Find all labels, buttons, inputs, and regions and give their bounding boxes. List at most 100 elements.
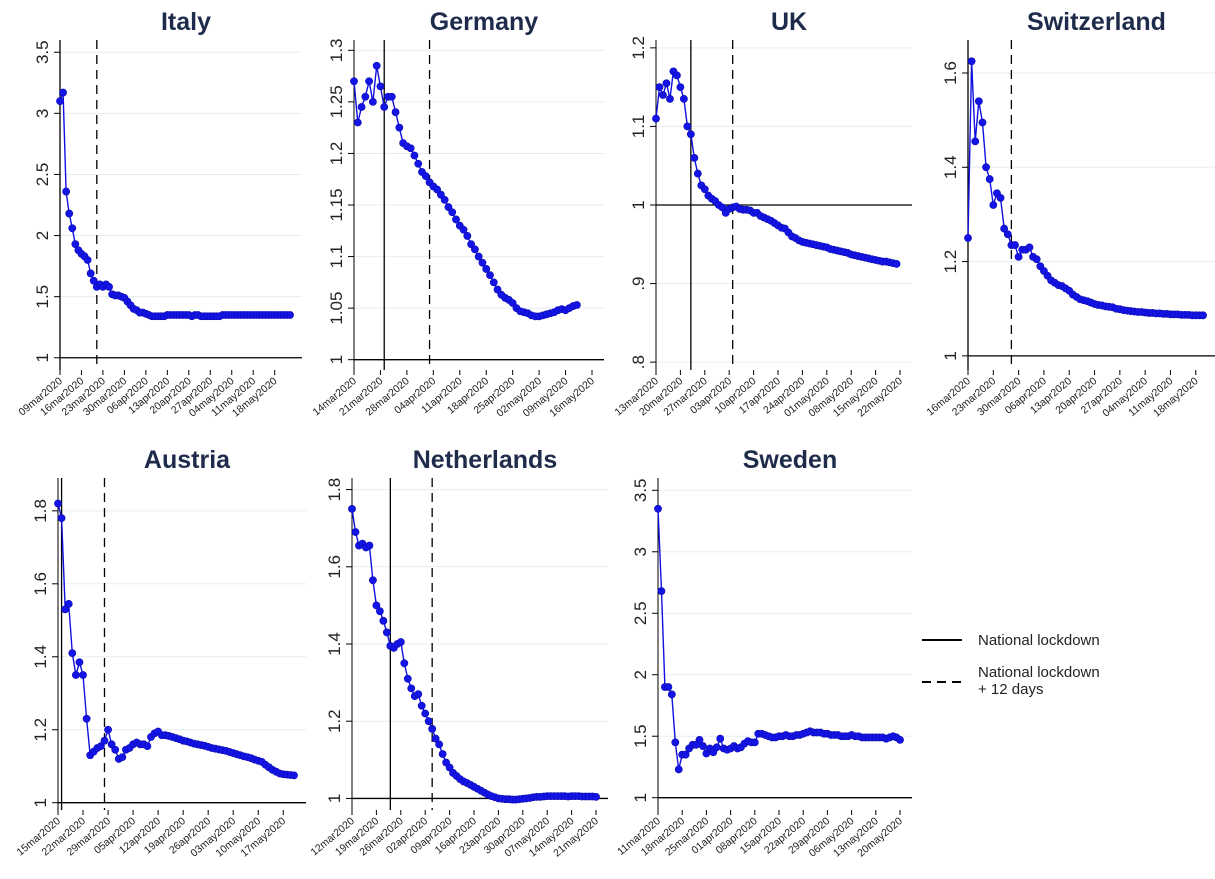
germany-data-point — [489, 278, 498, 287]
sweden-data-point — [671, 738, 680, 747]
sweden-data-point — [674, 765, 683, 774]
switzerland-ytick-label: 1.6 — [941, 61, 960, 85]
netherlands-data-point — [396, 638, 405, 646]
sweden-data-point — [664, 683, 673, 691]
germany-title: Germany — [430, 8, 538, 36]
austria-data-point — [107, 740, 116, 749]
uk-data-point — [700, 185, 709, 194]
austria-data-point — [100, 736, 109, 745]
austria-data-point — [61, 605, 70, 614]
switzerland-data-point — [1003, 230, 1012, 239]
legend-lockdown12-label-line1: National lockdown — [978, 664, 1100, 681]
austria-data-point — [143, 742, 152, 751]
italy-data-point — [59, 88, 67, 97]
germany-data-point — [448, 208, 457, 217]
germany-data-point — [372, 61, 381, 70]
uk-data-point — [659, 91, 667, 99]
austria-data-point — [82, 714, 91, 723]
switzerland-data-point — [964, 234, 972, 242]
uk-data-point — [693, 169, 702, 178]
netherlands-data-point — [438, 750, 447, 758]
uk-data-point — [676, 83, 685, 92]
austria-data-point — [290, 771, 298, 780]
austria-title: Austria — [144, 446, 231, 474]
germany-data-point — [421, 172, 430, 181]
netherlands-data-point — [375, 607, 384, 616]
netherlands-ytick-label: 1.4 — [325, 632, 344, 656]
legend-lockdown12-label-line2: + 12 days — [978, 681, 1043, 698]
switzerland-data-point — [1011, 241, 1019, 249]
uk-ytick-label: .9 — [629, 276, 648, 290]
germany-ytick-label: 1.1 — [327, 245, 346, 269]
netherlands-ytick-label: 1.6 — [325, 555, 344, 579]
netherlands-data-point — [403, 674, 412, 683]
netherlands-ytick-label: 1.2 — [325, 709, 344, 733]
netherlands-data-point — [592, 792, 600, 801]
netherlands-data-point — [365, 541, 374, 550]
legend-lockdown-label: National lockdown — [978, 632, 1100, 649]
netherlands-data-point — [351, 528, 360, 536]
sweden-ytick-label: 3 — [631, 547, 650, 556]
uk-data-point — [652, 114, 660, 123]
austria-data-point — [54, 499, 62, 508]
germany-data-point — [380, 103, 389, 111]
germany-data-point — [350, 77, 358, 86]
germany-data-point — [478, 258, 487, 267]
germany-data-point — [376, 82, 385, 91]
switzerland-data-point — [1014, 252, 1023, 261]
austria-ytick-label: 1 — [31, 798, 50, 807]
italy-data-point — [105, 282, 113, 291]
sweden-data-point — [695, 736, 704, 744]
switzerland-data-point — [978, 118, 987, 127]
switzerland-data-point — [974, 97, 983, 106]
austria-panel: Austria11.21.41.61.815mar202022mar202029… — [15, 446, 306, 860]
austria-data-point — [111, 745, 120, 754]
austria-ytick-label: 1.6 — [31, 572, 50, 596]
netherlands-data-point — [369, 576, 377, 585]
switzerland-title: Switzerland — [1027, 8, 1166, 36]
germany-data-point — [459, 225, 468, 234]
italy-data-point — [286, 311, 294, 319]
sweden-data-point — [657, 587, 666, 596]
germany-data-point — [572, 301, 581, 309]
switzerland-panel: Switzerland11.21.41.616mar202023mar20203… — [925, 8, 1215, 420]
netherlands-data-point — [414, 690, 423, 699]
austria-data-point — [71, 671, 80, 679]
legend: National lockdown National lockdown + 12… — [922, 632, 1100, 698]
netherlands-data-point — [382, 628, 391, 637]
switzerland-data-point — [996, 194, 1005, 202]
italy-data-point — [71, 240, 80, 249]
uk-title: UK — [771, 8, 807, 36]
germany-data-point — [391, 108, 400, 117]
austria-ytick-label: 1.2 — [31, 718, 50, 742]
germany-data-point — [395, 123, 404, 132]
italy-data-point — [56, 97, 64, 106]
netherlands-data-point — [431, 734, 440, 743]
sweden-data-point — [750, 738, 759, 747]
austria-data-point — [75, 658, 84, 667]
germany-data-point — [410, 151, 419, 160]
uk-data-point — [666, 95, 674, 103]
germany-data-point — [486, 271, 494, 280]
germany-data-point — [361, 92, 370, 101]
uk-series-line — [655, 69, 897, 265]
uk-ytick-label: 1 — [629, 200, 648, 209]
uk-ytick-label: 1.1 — [629, 115, 648, 139]
germany-data-point — [452, 215, 460, 224]
switzerland-data-point — [1032, 255, 1041, 264]
netherlands-data-point — [348, 504, 356, 513]
germany-ytick-label: 1.05 — [327, 292, 346, 325]
switzerland-ytick-label: 1.2 — [941, 250, 960, 274]
sweden-data-point — [667, 690, 676, 699]
austria-data-point — [57, 514, 66, 523]
uk-data-point — [673, 71, 681, 80]
netherlands-data-point — [372, 601, 381, 610]
italy-data-point — [65, 209, 74, 218]
sweden-data-point — [896, 736, 904, 744]
uk-ytick-label: .8 — [629, 355, 648, 369]
sweden-data-point — [654, 504, 662, 513]
italy-panel: Italy11.522.533.509mar202016mar202023mar… — [17, 8, 302, 420]
austria-data-point — [68, 649, 77, 658]
uk-data-point — [686, 130, 695, 139]
